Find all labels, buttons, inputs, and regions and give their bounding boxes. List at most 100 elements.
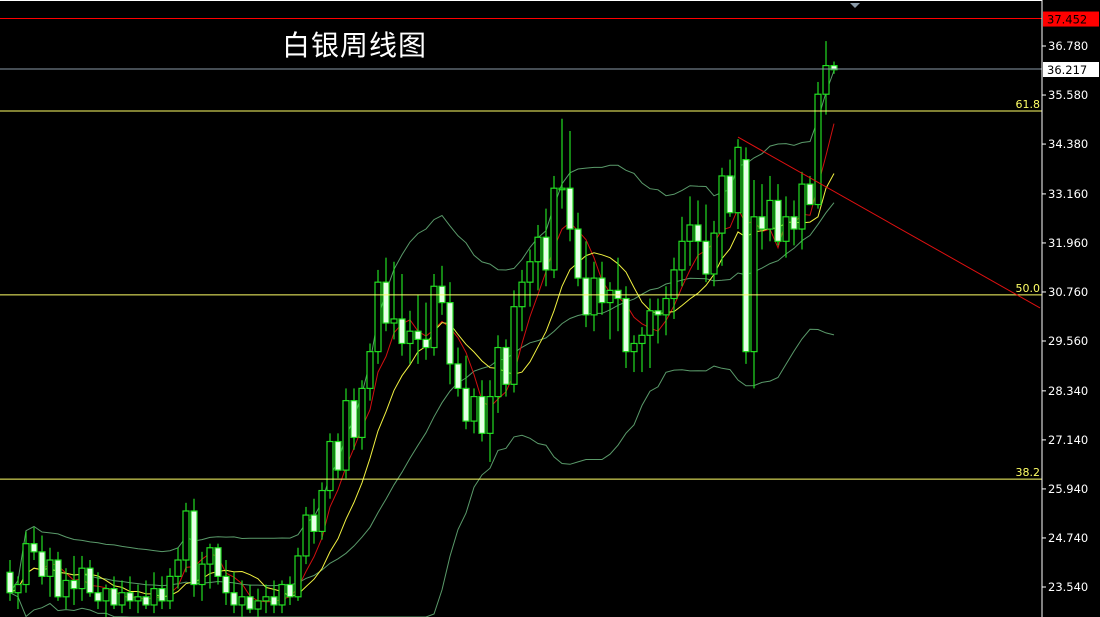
candle	[686, 196, 694, 266]
candle-body	[526, 261, 534, 283]
candle	[78, 555, 86, 601]
candle	[230, 572, 238, 614]
candle-body	[830, 65, 838, 71]
candle	[398, 273, 406, 356]
candle	[510, 290, 518, 393]
candle	[678, 216, 686, 287]
candle	[726, 159, 734, 217]
candle-body	[286, 583, 294, 598]
candle	[822, 41, 830, 115]
candle	[790, 200, 798, 246]
candle	[430, 273, 438, 356]
price-tag-label: 36.217	[1047, 63, 1087, 77]
candle-body	[230, 592, 238, 606]
candle-body	[414, 330, 422, 340]
candle	[550, 175, 558, 279]
candle	[598, 261, 606, 315]
candle-body	[22, 543, 30, 586]
candle-body	[462, 387, 470, 422]
candle-body	[222, 575, 230, 594]
candle	[126, 576, 134, 610]
candle-body	[342, 400, 350, 471]
moving-average-5	[9, 123, 835, 603]
candle-body	[86, 567, 94, 594]
candle-body	[446, 302, 454, 365]
candle	[438, 265, 446, 315]
candle-body	[782, 216, 790, 242]
candle-body	[726, 175, 734, 214]
y-tick-label: 29.560	[1048, 334, 1088, 348]
candle-body	[774, 199, 782, 242]
fib-level-label: 38.2	[1016, 466, 1041, 479]
candle	[350, 388, 358, 450]
candle-body	[790, 216, 798, 230]
candle-body	[174, 559, 182, 577]
candle-body	[806, 183, 814, 206]
candle	[190, 498, 198, 597]
candle	[318, 482, 326, 540]
candle	[518, 269, 526, 332]
bollinger-lower	[9, 328, 835, 617]
candle-body	[70, 579, 78, 590]
candle-body	[742, 158, 750, 353]
candle-body	[542, 236, 550, 271]
candle-body	[318, 489, 326, 533]
candle	[606, 282, 614, 340]
candle	[638, 327, 646, 373]
price-tag-bg	[1043, 11, 1099, 27]
candle-body	[126, 592, 134, 602]
candle-body	[30, 543, 38, 553]
candle	[478, 380, 486, 442]
candle-body	[502, 346, 510, 385]
candle	[214, 543, 222, 585]
candle	[630, 335, 638, 373]
bollinger-upper	[9, 70, 835, 593]
price-tag-bg	[1043, 62, 1099, 78]
candle-body	[214, 547, 222, 577]
candle	[646, 298, 654, 368]
bollinger-middle	[9, 202, 835, 594]
candle	[534, 224, 542, 291]
candle-body	[238, 596, 246, 606]
candle-body	[654, 310, 662, 316]
candle-body	[422, 338, 430, 349]
candle	[374, 269, 382, 364]
candle	[710, 220, 718, 287]
candle	[718, 167, 726, 266]
candle-body	[686, 224, 694, 242]
candle-body	[670, 269, 678, 300]
candle-body	[598, 277, 606, 304]
candle	[142, 580, 150, 610]
candle	[302, 506, 310, 565]
candle	[326, 433, 334, 499]
candle-body	[374, 281, 382, 353]
candle-body	[334, 440, 342, 471]
candle	[758, 184, 766, 250]
candle	[118, 580, 126, 614]
candle-body	[382, 281, 390, 324]
candle-body	[102, 588, 110, 602]
candle	[54, 551, 62, 601]
candle	[38, 535, 46, 585]
candle	[446, 282, 454, 385]
candle	[670, 257, 678, 319]
candle-body	[574, 228, 582, 279]
candle-body	[678, 240, 686, 271]
candle-body	[694, 224, 702, 242]
candle	[390, 261, 398, 340]
candle-body	[54, 559, 62, 598]
candle-body	[270, 596, 278, 606]
moving-average-10	[9, 173, 835, 598]
candle-body	[62, 579, 70, 598]
candle-body	[534, 236, 542, 263]
candle	[134, 584, 142, 614]
candle-body	[558, 187, 566, 191]
candle	[158, 576, 166, 610]
candle-body	[278, 583, 286, 606]
candle	[14, 576, 22, 610]
candle	[414, 294, 422, 364]
candle-body	[750, 216, 758, 353]
y-tick-label: 36.780	[1048, 39, 1088, 53]
candle-body	[702, 240, 710, 275]
